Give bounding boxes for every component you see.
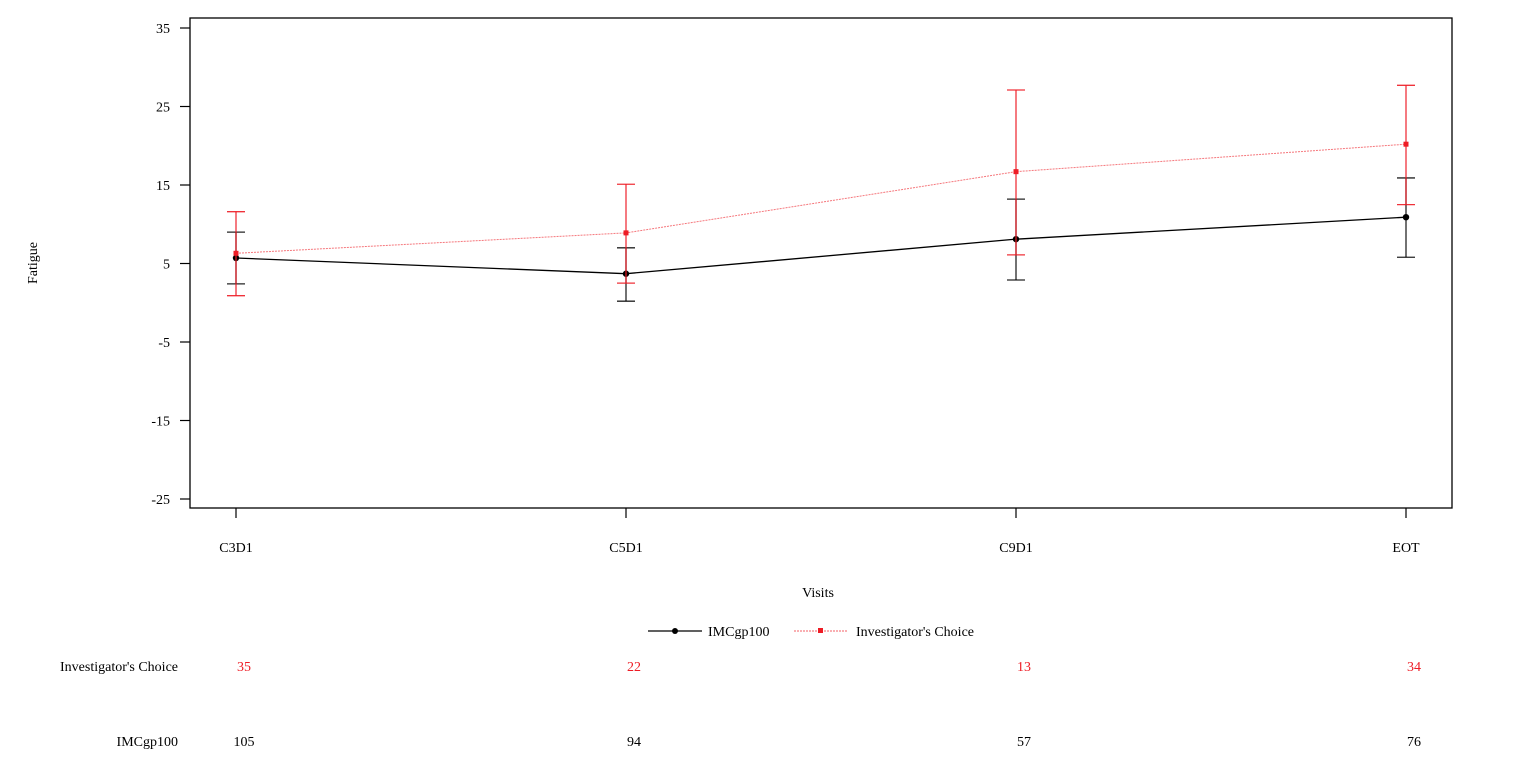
y-tick-label: 15 <box>156 179 170 194</box>
y-tick-label: -25 <box>151 493 170 508</box>
series-line <box>235 216 1407 275</box>
x-axis-label: Visits <box>802 586 834 601</box>
y-axis-label: Fatigue <box>26 242 41 284</box>
y-tick-label: 25 <box>156 101 170 116</box>
legend-marker-investigators-choice <box>818 628 823 633</box>
n-table-value: 22 <box>627 660 641 675</box>
series-imcgp100 <box>227 177 1415 302</box>
series-group <box>227 84 1415 302</box>
n-table-value: 35 <box>237 660 251 675</box>
data-point <box>1403 141 1409 147</box>
legend-marker-imcgp100 <box>672 628 678 634</box>
n-at-risk-table: Investigator's Choice IMCgp100 105 94 57 76… <box>60 660 1421 750</box>
x-tick-label: EOT <box>1392 541 1420 556</box>
data-point <box>1402 213 1410 221</box>
n-table-value: 57 <box>1017 735 1031 750</box>
n-table-value: 105 <box>234 735 255 750</box>
x-axis: C3D1 C5D1 C9D1 EOT <box>219 508 1420 556</box>
data-point <box>233 250 239 256</box>
x-tick-label: C5D1 <box>609 541 642 556</box>
plot-frame <box>189 17 1453 509</box>
x-tick-label: C3D1 <box>219 541 252 556</box>
y-axis: 35 25 15 5 -5 -15 -25 <box>151 22 190 508</box>
y-tick-label: 35 <box>156 22 170 37</box>
data-point <box>1013 169 1019 175</box>
data-point <box>623 230 629 236</box>
y-tick-label: -15 <box>151 415 170 430</box>
n-table-row-label-investigators-choice: Investigator's Choice <box>60 660 178 675</box>
x-tick-label: C9D1 <box>999 541 1032 556</box>
y-tick-label: 5 <box>163 258 170 273</box>
series-line <box>235 143 1407 254</box>
n-table-value: 34 <box>1407 660 1421 675</box>
n-table-value: 94 <box>627 735 641 750</box>
n-table-value: 13 <box>1017 660 1031 675</box>
y-tick-label: -5 <box>158 336 170 351</box>
n-table-value: 76 <box>1407 735 1421 750</box>
n-table-row-label-imcgp100: IMCgp100 <box>117 735 178 750</box>
legend-label-investigators-choice: Investigator's Choice <box>856 625 974 640</box>
series-investigators-choice <box>227 84 1415 297</box>
legend: IMCgp100 Investigator's Choice <box>648 625 974 640</box>
legend-label-imcgp100: IMCgp100 <box>708 625 769 640</box>
